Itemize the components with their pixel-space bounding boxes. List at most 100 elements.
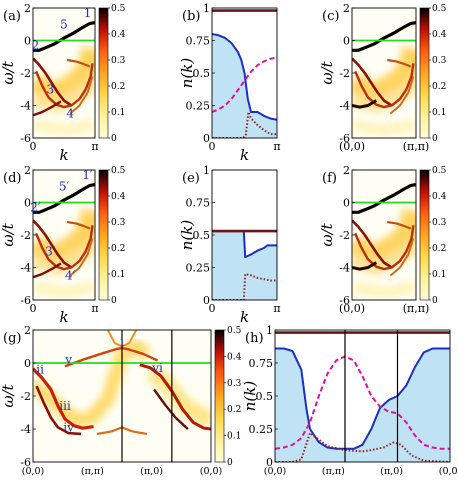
band-6 [153,388,189,430]
annotation-3: iii [59,399,71,413]
colorbar-tick-label: 0.3 [111,56,126,66]
series-dotted-darkred [212,273,277,300]
panel-h: 1 0.75 0.5 0.25 0 (h) n(k) (0,0) (π,π) (π,0) (0,0) [241,324,458,477]
annotation-1: 1 [84,6,92,20]
band-1 [33,183,95,214]
y-tick-label: -2 [20,229,31,242]
y-tick-label: -6 [339,294,350,307]
occupation-fill [212,231,277,300]
colorbar-tick-label: 0.1 [111,108,125,118]
annotation-5: v [64,353,72,367]
series-dotted-darkred [275,432,450,462]
panel-d: 2 0 -2 -4 -6 (d) ω/t 0 π k 0.5 0.4 0.3 0.2 0.1 0 1′ 2′ 3′ 4… [0,164,126,326]
x-tick-label: (0,0) [439,466,458,477]
y-tick-label: 0.5 [193,67,211,80]
colorbar-tick-label: 0.4 [432,192,447,202]
heatmap-c [352,8,416,138]
colorbar-c [419,7,430,139]
y-axis-label-d: ω/t [0,222,17,246]
colorbar-tick-label: 0.5 [111,4,126,14]
y-tick-label: 2 [343,164,350,177]
y-tick-label: 1 [203,164,210,177]
band-2 [352,57,393,107]
y-tick-label: 2 [24,324,31,337]
colorbar-tick-label: 0.3 [432,218,447,228]
heatmap-a [33,8,95,138]
colorbar-tick-label: 0 [111,134,117,144]
colorbar-tick-label: 0.3 [227,379,242,389]
band-3 [64,346,159,368]
colorbar-tick-label: 0 [227,458,233,468]
colorbar-tick-label: 0.5 [111,166,126,176]
panel-label-h: (h) [245,331,264,346]
band-2 [352,219,393,269]
y-tick-label: 0.75 [186,35,211,48]
x-tick-label: 0 [30,302,37,315]
colorbar-tick-label: 0.2 [111,244,125,254]
y-tick-label: 0.5 [256,390,274,403]
panel-label-a: (a) [3,9,21,24]
y-tick-label: -2 [339,67,350,80]
plot-area-h [275,331,450,462]
y-tick-label: 2 [24,164,31,177]
series-solid-blue [212,33,277,121]
y-tick-label: -4 [339,262,350,275]
colorbar-tick-label: 0.5 [432,166,447,176]
annotation-5: 5 [60,17,68,31]
panel-b: 1 0.75 0.5 0.25 0 (b) n(k) 0 π k [178,2,281,164]
occupation-fill [275,348,450,462]
band-6 [389,237,415,277]
band-4 [33,100,62,117]
y-tick-label: 0.75 [186,197,211,210]
y-tick-label: -6 [339,132,350,145]
heatmap-f [352,170,416,300]
x-tick-label: (π,π) [403,302,430,315]
band-3 [34,63,94,109]
x-tick-label: (0,0) [339,302,365,315]
y-tick-label: -2 [20,67,31,80]
y-tick-label: 0 [203,132,210,145]
panel-label-f: (f) [322,171,337,186]
y-axis-label-f: ω/t [318,222,336,246]
band-3 [354,63,415,109]
band-2 [33,219,73,269]
x-tick-label: (π,0) [140,466,163,477]
y-tick-label: 0 [343,35,350,48]
y-axis-label-e: n(k) [178,220,196,251]
band-1 [352,183,416,214]
x-tick-label: (0,0) [200,466,223,477]
band-4 [352,99,378,109]
heatmap-d [33,170,95,300]
x-axis-label-a: k [59,146,68,164]
colorbar-f [419,169,430,301]
colorbar-tick-label: 0.3 [432,56,447,66]
x-tick-label: (π,π) [403,140,430,153]
band-5 [387,58,412,68]
x-axis-label-e: k [240,308,249,326]
annotation-3: 3′ [45,244,56,258]
y-tick-label: -6 [20,132,31,145]
y-tick-label: -4 [20,262,31,275]
annotation-4: iv [63,420,74,434]
colorbar-tick-label: 0.1 [432,270,446,280]
annotation-2: 2′ [30,200,41,214]
colorbar-tick-label: 0.4 [432,30,447,40]
colorbar-tick-label: 0.5 [432,4,447,14]
y-tick-label: 0.25 [186,262,211,275]
x-axis-label-d: k [59,308,68,326]
y-tick-label: 0 [24,357,31,370]
y-tick-label: -4 [20,423,31,436]
y-axis-label-h: n(k) [241,381,259,412]
panel-label-e: (e) [182,171,200,186]
colorbar-tick-label: 0 [432,296,438,306]
colorbar-tick-label: 0.4 [111,30,126,40]
annotation-6: vi [151,361,163,375]
y-tick-label: 0.25 [249,423,274,436]
y-tick-label: -6 [20,456,31,469]
y-tick-label: 0.75 [249,357,274,370]
band-5 [387,220,412,230]
x-tick-label: (0,0) [22,466,45,477]
colorbar-tick-label: 0.4 [227,352,242,362]
x-tick-label: 0 [30,140,37,153]
